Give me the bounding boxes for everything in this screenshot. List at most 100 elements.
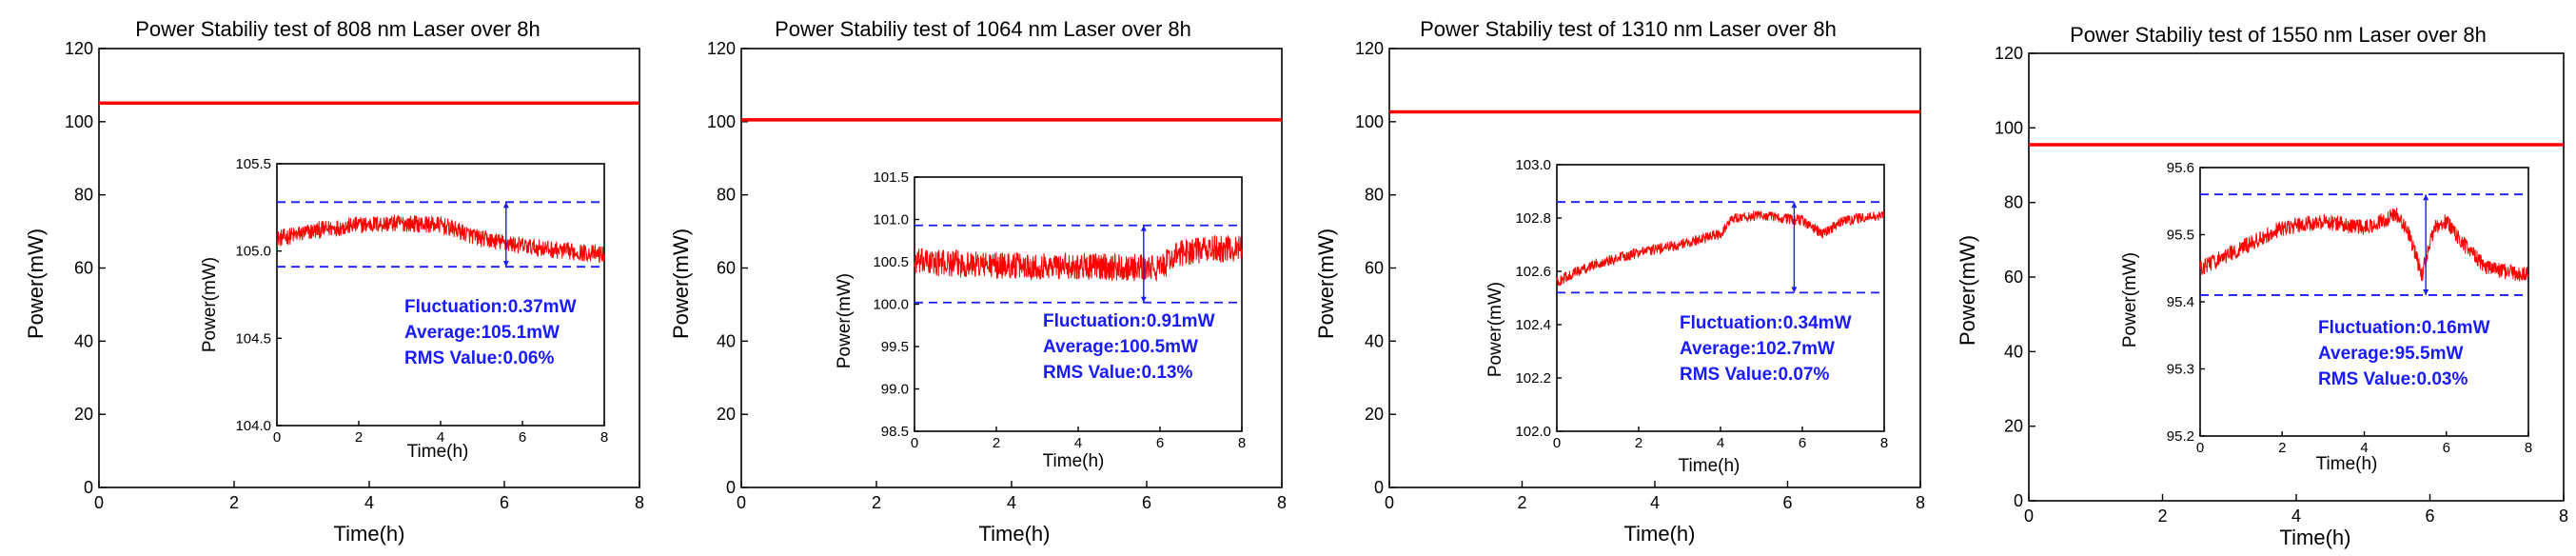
inset-x-tick-label: 8 <box>2525 440 2532 456</box>
inset-trace <box>914 234 1243 283</box>
y-tick-label: 120 <box>1355 39 1384 58</box>
inset-y-tick-label: 95.4 <box>2167 294 2194 310</box>
inset-x-tick-label: 6 <box>519 429 526 446</box>
x-tick-label: 8 <box>1277 493 1287 512</box>
annotation-fluctuation: Fluctuation:0.16mW <box>2318 318 2490 338</box>
inset-axes: 0 2 4 6 8 98.5 99.0 99.5 100.0 100.5 101.0 101.5 <box>873 169 1246 451</box>
chart-panel-1550nm: Power Stabiliy test of 1550 nm Laser ove… <box>1936 0 2576 556</box>
fluctuation-arrow-down <box>2423 288 2429 295</box>
y-tick-label: 40 <box>2004 342 2023 361</box>
x-tick-label: 0 <box>1385 493 1394 512</box>
x-tick-label: 8 <box>1916 493 1925 512</box>
inset-x-tick-label: 0 <box>911 435 918 451</box>
fluctuation-arrow-up <box>1140 225 1147 231</box>
inset-x-tick-label: 2 <box>2278 440 2286 456</box>
y-axis-label: Power(mW) <box>24 228 48 339</box>
annotation-fluctuation: Fluctuation:0.37mW <box>404 297 577 317</box>
inset-y-tick-label: 98.5 <box>881 424 909 440</box>
annotation-fluctuation: Fluctuation:0.34mW <box>1680 313 1852 333</box>
inset-y-tick-label: 102.6 <box>1515 264 1551 280</box>
x-tick-label: 0 <box>737 493 746 512</box>
y-tick-label: 100 <box>65 112 93 131</box>
x-axis-label: Time(h) <box>334 522 405 546</box>
inset-axes: 0 2 4 6 8 104.0 104.5 105.0 105.5 <box>235 156 608 446</box>
chart-panel-1310nm: Power Stabiliy test of 1310 nm Laser ove… <box>1290 0 1936 556</box>
y-tick-label: 60 <box>74 259 93 278</box>
inset-y-tick-label: 102.0 <box>1515 424 1551 440</box>
inset-y-tick-label: 99.5 <box>881 339 909 355</box>
x-tick-label: 8 <box>2559 506 2568 526</box>
inset-y-axis-label: Power(mW) <box>835 273 855 368</box>
y-tick-label: 100 <box>707 112 736 131</box>
inset-plot-frame <box>914 176 1243 432</box>
x-tick-label: 2 <box>229 493 239 512</box>
y-axis-label: Power(mW) <box>1314 228 1338 339</box>
inset-x-tick-label: 4 <box>437 429 444 446</box>
y-axis-label: Power(mW) <box>1956 235 1979 346</box>
x-tick-label: 6 <box>1782 493 1792 512</box>
inset-x-tick-label: 6 <box>1156 435 1164 451</box>
inset-x-tick-label: 0 <box>1553 435 1561 451</box>
y-tick-label: 60 <box>2004 268 2023 287</box>
x-tick-label: 4 <box>364 493 374 512</box>
y-tick-label: 0 <box>1374 478 1384 497</box>
inset-x-tick-label: 2 <box>993 435 1000 451</box>
x-tick-label: 2 <box>2157 506 2167 526</box>
inset-y-tick-label: 102.2 <box>1515 370 1551 387</box>
inset-y-tick-label: 102.8 <box>1515 210 1551 227</box>
x-axis-label: Time(h) <box>1624 522 1696 546</box>
inset-x-tick-label: 0 <box>273 429 281 446</box>
annotation-average: Average:95.5mW <box>2318 344 2463 364</box>
inset-plot-frame <box>1556 164 1885 432</box>
x-tick-label: 6 <box>2425 506 2434 526</box>
inset-y-axis-label: Power(mW) <box>2120 252 2140 348</box>
inset-x-tick-label: 2 <box>355 429 363 446</box>
x-axis-label: Time(h) <box>979 522 1051 546</box>
fluctuation-arrow-up <box>1791 202 1798 208</box>
inset-x-tick-label: 4 <box>1074 435 1082 451</box>
inset-y-tick-label: 95.2 <box>2167 428 2194 445</box>
y-tick-label: 100 <box>1355 112 1384 131</box>
y-tick-label: 80 <box>717 186 736 205</box>
chart-808nm: Power Stabiliy test of 808 nm Laser over… <box>24 17 644 546</box>
fluctuation-arrow-down <box>1791 287 1798 293</box>
inset-x-axis-label: Time(h) <box>1043 451 1105 471</box>
inset-trace <box>2199 208 2529 282</box>
fluctuation-arrow-down <box>502 261 509 268</box>
y-tick-label: 0 <box>2014 491 2023 510</box>
x-tick-label: 0 <box>94 493 104 512</box>
inset-y-tick-label: 103.0 <box>1515 157 1551 173</box>
inset-axes: 0 2 4 6 8 95.2 95.3 95.4 95.5 95.6 <box>2167 160 2532 456</box>
annotation-rms: RMS Value:0.13% <box>1043 363 1192 383</box>
inset-x-axis-label: Time(h) <box>407 442 469 462</box>
y-tick-label: 60 <box>1365 259 1384 278</box>
inset-trace <box>1556 210 1885 287</box>
chart-title: Power Stabiliy test of 1310 nm Laser ove… <box>1420 17 1837 41</box>
x-tick-label: 6 <box>500 493 509 512</box>
annotation-average: Average:100.5mW <box>1043 337 1198 357</box>
inset-x-tick-label: 4 <box>2360 440 2368 456</box>
inset-x-tick-label: 6 <box>1799 435 1806 451</box>
x-tick-label: 4 <box>1007 493 1016 512</box>
inset-y-tick-label: 99.0 <box>881 382 909 398</box>
x-axis-label: Time(h) <box>2280 526 2351 549</box>
inset-y-tick-label: 101.5 <box>873 169 909 186</box>
chart-title: Power Stabiliy test of 1550 nm Laser ove… <box>2070 23 2487 47</box>
inset-x-tick-label: 8 <box>1880 435 1888 451</box>
y-tick-label: 80 <box>74 186 93 205</box>
inset-x-axis-label: Time(h) <box>2316 454 2378 474</box>
chart-1550nm: Power Stabiliy test of 1550 nm Laser ove… <box>1956 23 2568 549</box>
y-tick-label: 0 <box>84 478 93 497</box>
inset-x-tick-label: 8 <box>1238 435 1246 451</box>
inset-x-tick-label: 4 <box>1717 435 1724 451</box>
fluctuation-arrow-up <box>502 202 509 208</box>
x-tick-label: 2 <box>1517 493 1526 512</box>
inset-y-tick-label: 100.0 <box>873 297 909 313</box>
inset-y-tick-label: 95.5 <box>2167 228 2194 244</box>
inset-x-axis-label: Time(h) <box>1679 456 1740 476</box>
y-tick-label: 120 <box>1995 44 2023 63</box>
y-tick-label: 20 <box>1365 405 1384 424</box>
x-tick-label: 4 <box>2291 506 2301 526</box>
inset-y-axis-label: Power(mW) <box>1485 282 1505 377</box>
inset-y-tick-label: 95.3 <box>2167 362 2194 378</box>
